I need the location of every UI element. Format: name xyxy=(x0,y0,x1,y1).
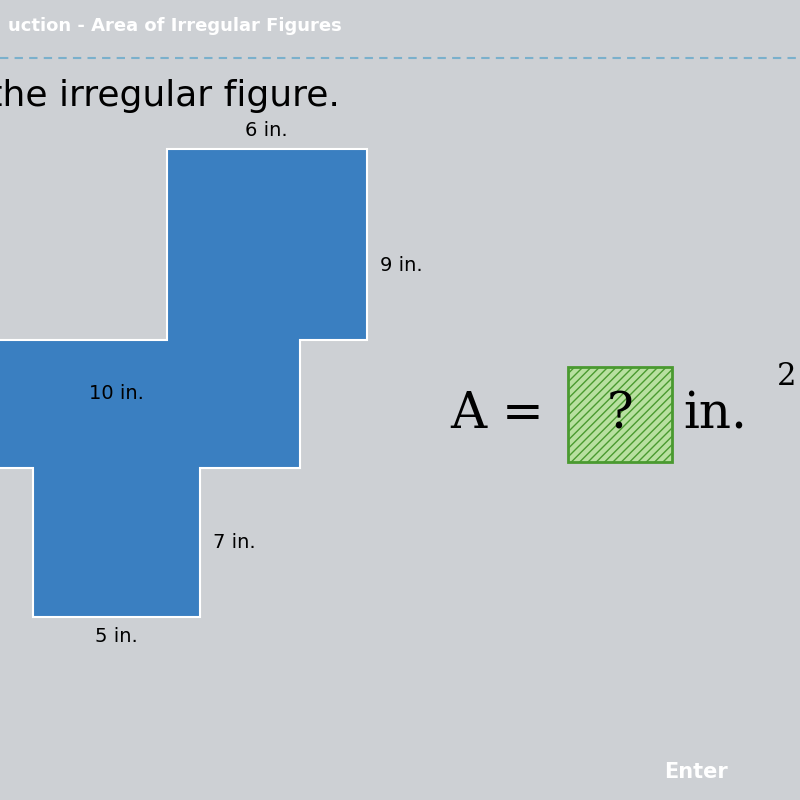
Text: uction - Area of Irregular Figures: uction - Area of Irregular Figures xyxy=(8,17,342,35)
Text: ?: ? xyxy=(606,390,634,439)
Text: 5 in.: 5 in. xyxy=(95,627,138,646)
Polygon shape xyxy=(0,149,366,617)
Text: Enter: Enter xyxy=(664,762,728,782)
Text: 10 in.: 10 in. xyxy=(90,384,144,403)
Text: A =: A = xyxy=(450,390,560,439)
Text: in.: in. xyxy=(683,390,747,439)
FancyBboxPatch shape xyxy=(568,367,672,462)
Text: 6 in.: 6 in. xyxy=(246,122,288,141)
Text: Find the area of the irregular figure.: Find the area of the irregular figure. xyxy=(0,79,340,113)
Text: 9 in.: 9 in. xyxy=(380,256,422,275)
Text: 7 in.: 7 in. xyxy=(214,533,256,552)
Text: 2: 2 xyxy=(777,361,796,392)
